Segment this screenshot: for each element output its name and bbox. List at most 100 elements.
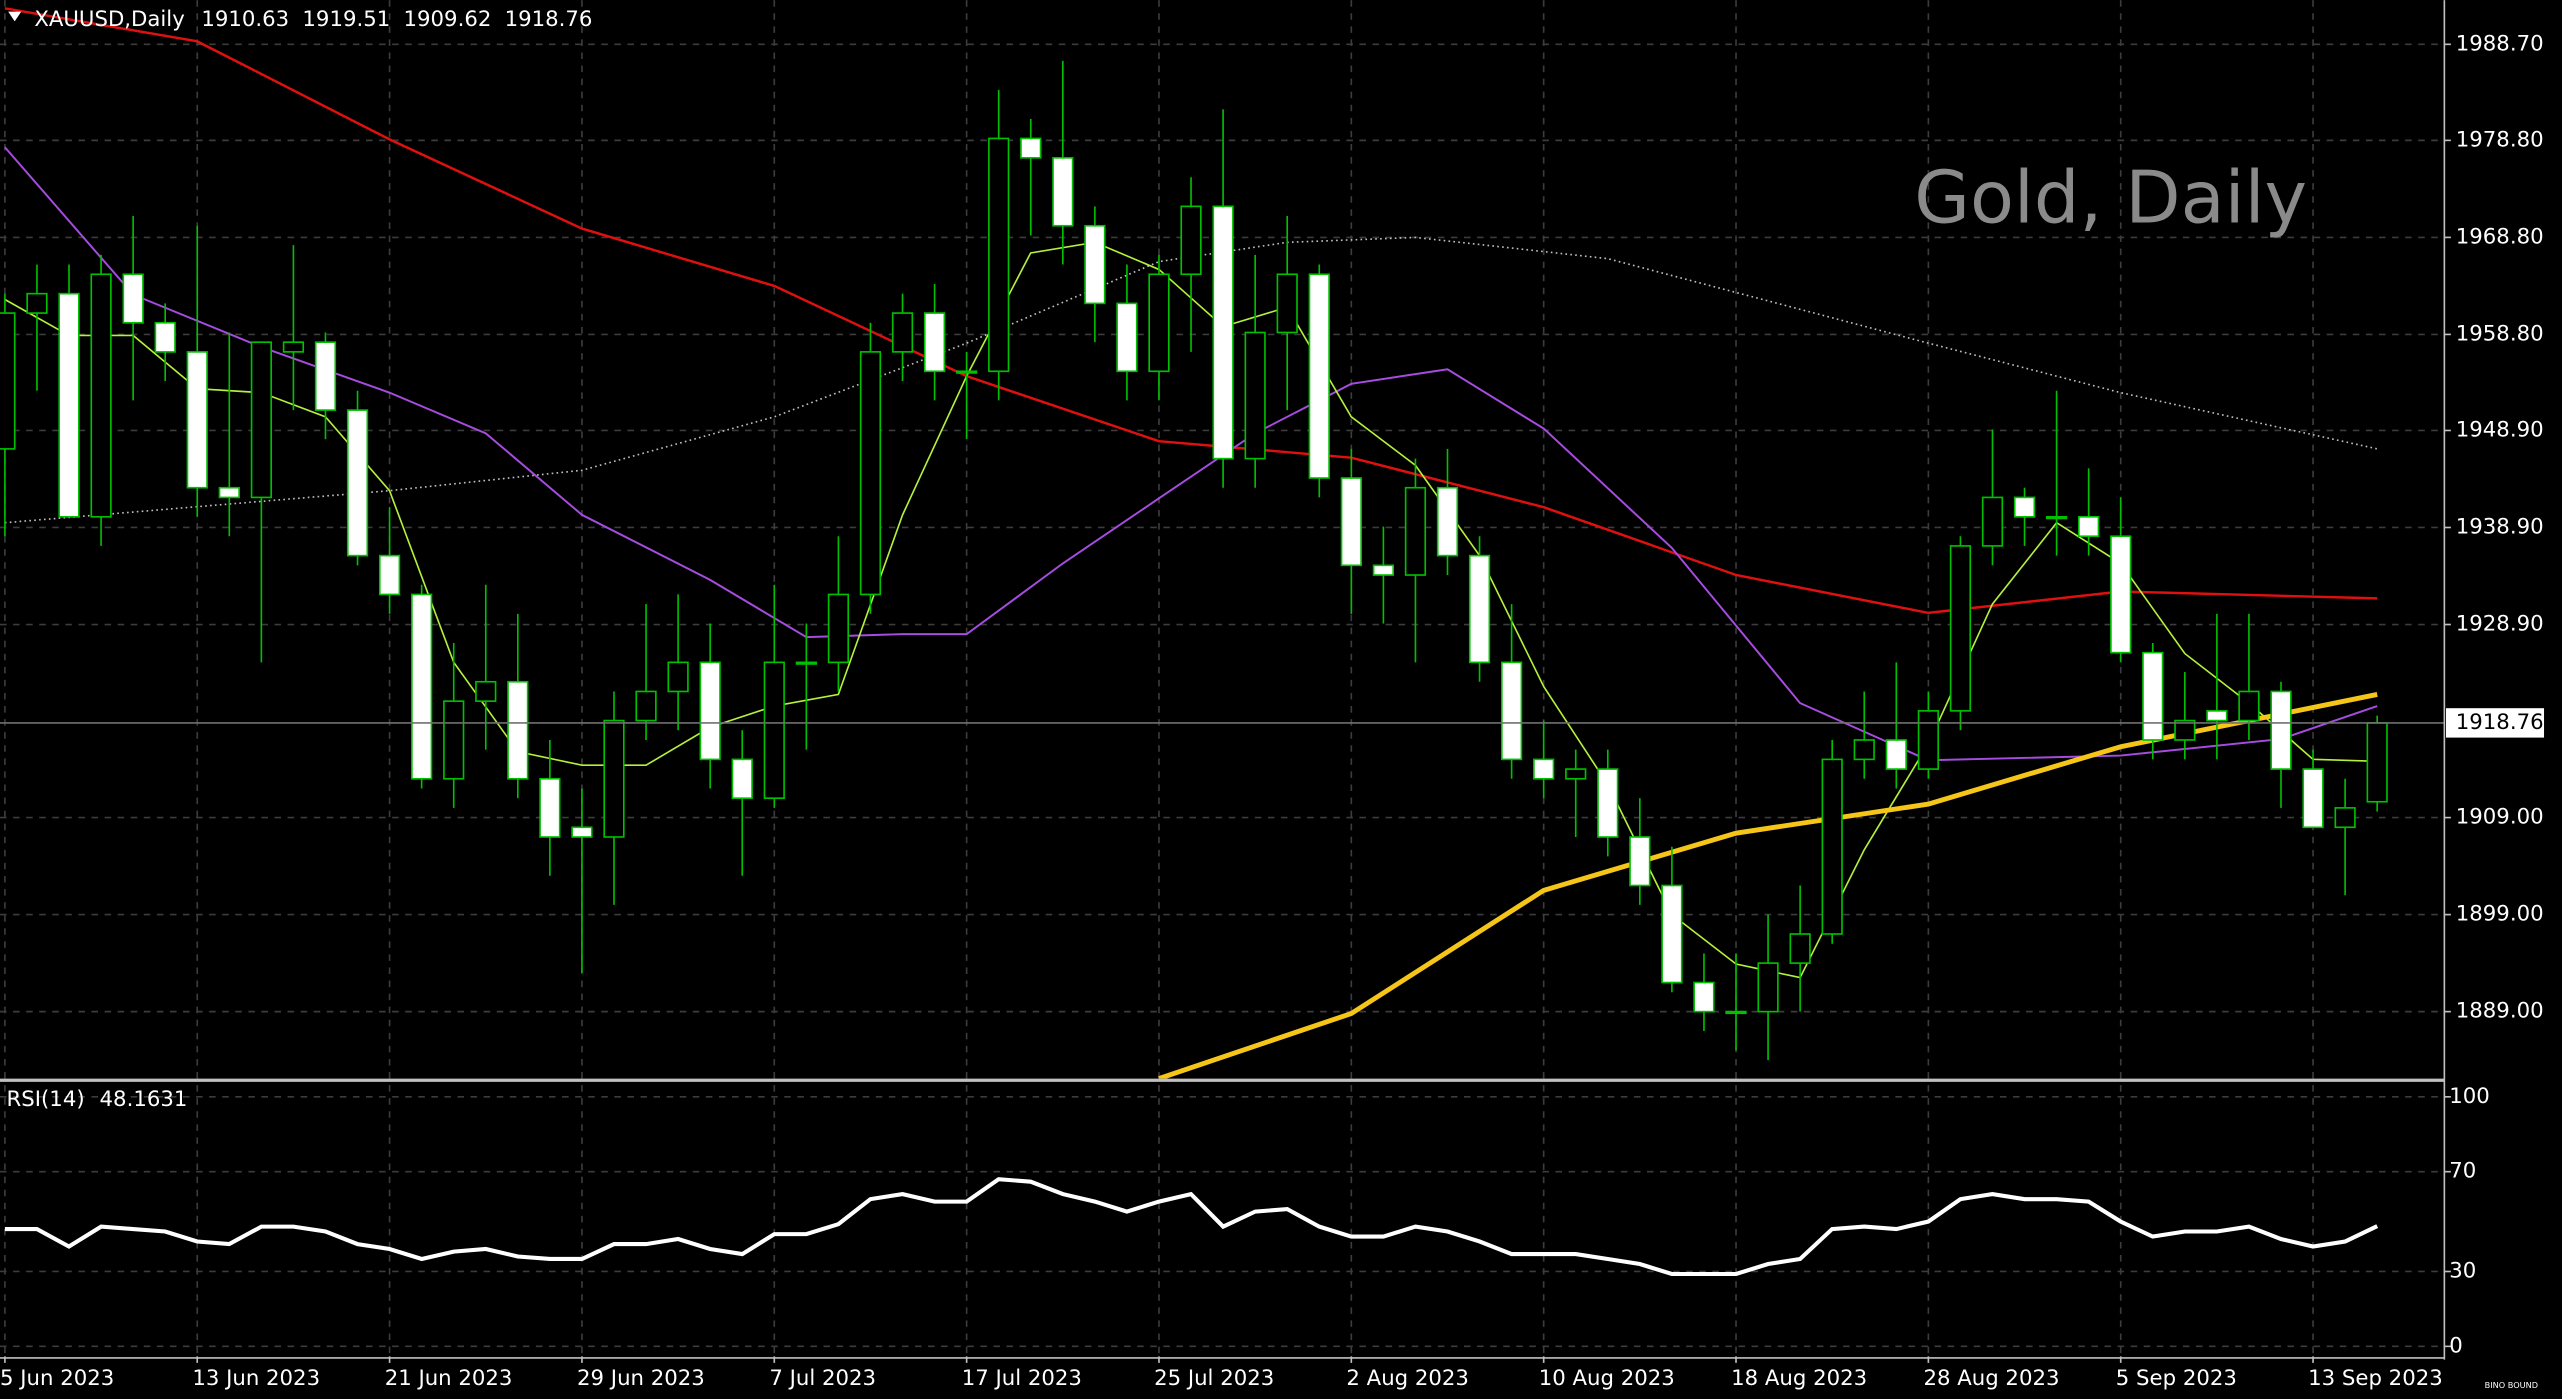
y-tick-label: 1978.80: [2456, 127, 2544, 152]
candle-body-up: [795, 661, 817, 665]
candle-body-down: [411, 593, 433, 780]
candle-body-down: [923, 312, 946, 373]
candle-body-down: [1693, 981, 1715, 1013]
candle-body-up: [0, 312, 16, 450]
candle-body-down: [346, 409, 369, 557]
candle-body-up: [1404, 486, 1427, 576]
rsi-tick-label: 100: [2449, 1084, 2490, 1109]
open-value: 1910.63: [201, 7, 289, 32]
x-tick-label: 18 Aug 2023: [1731, 1366, 1867, 1391]
candle-body-up: [282, 341, 305, 353]
candle-body-down: [218, 486, 240, 499]
x-tick-label: 17 Jul 2023: [962, 1366, 1082, 1391]
x-tick-label: 29 Jun 2023: [577, 1366, 705, 1391]
candle-body-up: [1981, 496, 2004, 547]
watermark: Gold, Daily: [1914, 155, 2307, 239]
y-tick-label: 1938.90: [2456, 514, 2544, 539]
candle-body-up: [859, 351, 882, 596]
x-tick-label: 2 Aug 2023: [1346, 1366, 1469, 1391]
candle-body-down: [507, 680, 529, 780]
axes: 1889.00 1899.00 1909.00 1928.90 1938.90 1948.…: [0, 31, 2545, 1391]
price-panel: [0, 7, 2445, 1079]
candle-body-down: [731, 758, 753, 799]
rsi-tick-label: 30: [2449, 1258, 2476, 1283]
candle-body-down: [1116, 302, 1138, 373]
candle-body-up: [1148, 273, 1170, 373]
candle-body-down: [1597, 768, 1619, 838]
x-tick-label: 13 Jun 2023: [192, 1366, 320, 1391]
y-tick-label: 1968.80: [2456, 224, 2544, 249]
x-tick-label: 21 Jun 2023: [385, 1366, 513, 1391]
rsi-panel: [4, 1177, 2379, 1277]
candle-body-up: [2334, 807, 2356, 829]
candle-body-up: [1821, 758, 1843, 935]
moving-average-line: [4, 236, 2378, 524]
candle-body-down: [1340, 477, 1362, 567]
x-tick-label: 28 Aug 2023: [1923, 1366, 2059, 1391]
candle-body-up: [1917, 710, 1939, 770]
candle-body-down: [539, 777, 561, 838]
rsi-header: RSI(14) 48.1631: [7, 1087, 188, 1112]
candle-body-down: [2142, 651, 2164, 741]
candle-body-down: [154, 321, 176, 353]
candle-body-down: [186, 351, 208, 489]
candle-body-up: [667, 661, 689, 693]
y-tick-label: 1899.00: [2456, 902, 2544, 927]
candle-body-up: [1565, 768, 1587, 780]
candle-body-down: [1372, 564, 1395, 576]
candle-body-down: [2302, 768, 2324, 829]
candle-body-up: [1276, 273, 1298, 334]
y-tick-label: 1988.70: [2456, 31, 2544, 56]
candle-body-up: [90, 273, 112, 518]
candle-body-down: [2270, 690, 2292, 770]
y-tick-label: 1958.80: [2456, 321, 2544, 346]
candle-body-up: [1757, 962, 1779, 1013]
candle-body-up: [891, 312, 914, 353]
candle-body-up: [1725, 1010, 1747, 1015]
candle-body-up: [443, 700, 465, 780]
candle-body-down: [1212, 205, 1234, 460]
candle-body-down: [1533, 758, 1555, 780]
rsi-line: [4, 1177, 2379, 1277]
x-tick-label: 5 Sep 2023: [2116, 1366, 2237, 1391]
moving-average-line: [1158, 692, 2378, 1079]
candle-body-up: [603, 719, 625, 838]
high-value: 1919.51: [302, 7, 390, 32]
candle-body-down: [1629, 836, 1651, 887]
candle-body-up: [763, 661, 785, 799]
candle-body-up: [827, 593, 850, 664]
current-price-label: 1918.76: [2456, 710, 2544, 735]
candle-body-up: [988, 137, 1010, 373]
chart-header: XAUUSD,Daily 1910.63 1919.51 1909.62 191…: [34, 7, 592, 32]
candle-body-up: [1244, 331, 1266, 460]
x-tick-label: 10 Aug 2023: [1539, 1366, 1675, 1391]
candle-body-down: [378, 554, 401, 596]
candle-body-down: [1661, 884, 1683, 984]
candle-body-up: [2045, 516, 2068, 520]
logo: BINO BOUND: [2485, 1380, 2538, 1390]
x-tick-label: 7 Jul 2023: [769, 1366, 876, 1391]
candle-body-down: [58, 292, 80, 518]
candle-body-down: [2206, 710, 2228, 722]
candle-body-up: [635, 690, 657, 722]
candle-body-down: [2110, 535, 2132, 654]
candle-body-down: [699, 661, 721, 761]
y-tick-label: 1909.00: [2456, 805, 2544, 830]
price-label-box: [2445, 708, 2545, 738]
candle-body-up: [26, 292, 48, 314]
candle-body-down: [1084, 224, 1106, 305]
candle-body-down: [2013, 496, 2036, 518]
candle-body-up: [1949, 545, 1972, 712]
rsi-tick-label: 0: [2449, 1333, 2463, 1358]
candle-body-up: [1789, 933, 1811, 964]
menu-triangle[interactable]: [8, 11, 22, 22]
rsi-title: RSI(14): [7, 1087, 85, 1112]
candle-body-up: [956, 370, 978, 374]
x-tick-label: 5 Jun 2023: [0, 1366, 114, 1391]
grid: [0, 0, 2445, 1357]
x-tick-label: 13 Sep 2023: [2308, 1366, 2443, 1391]
symbol: XAUUSD,Daily: [34, 7, 184, 32]
candle-body-up: [475, 680, 497, 702]
